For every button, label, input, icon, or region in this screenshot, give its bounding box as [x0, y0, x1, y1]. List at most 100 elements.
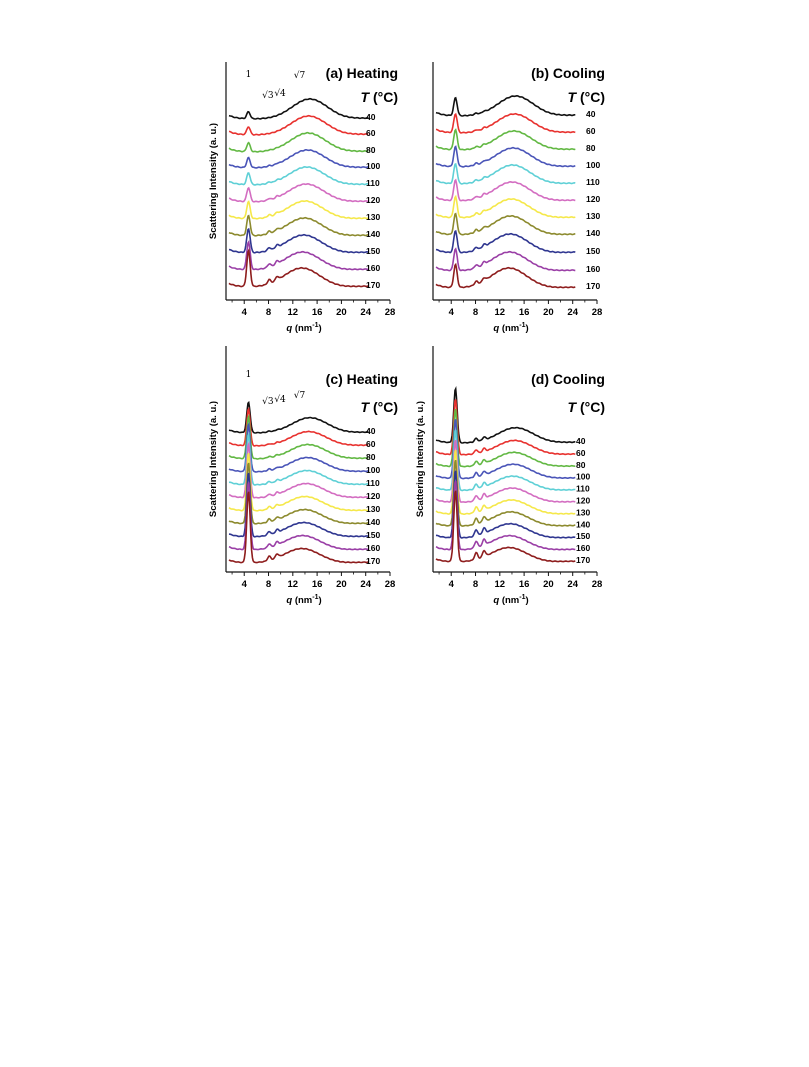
x-tick-label: 28 [592, 579, 603, 590]
x-tick-label: 20 [543, 307, 554, 318]
legend-title: T (°C) [568, 89, 606, 105]
series-line-140 [435, 459, 576, 527]
series-line-120 [228, 182, 369, 203]
series-line-80 [228, 131, 369, 153]
series-line-120 [435, 439, 576, 503]
series-label-140: 140 [586, 228, 600, 238]
series-line-170 [435, 262, 576, 289]
series-label-120: 120 [366, 491, 380, 501]
series-line-40 [435, 94, 576, 117]
series-line-40 [435, 386, 576, 444]
series-line-160 [435, 247, 576, 272]
series-label-60: 60 [366, 439, 376, 449]
series-label-100: 100 [366, 161, 380, 171]
panel-title: (d) Cooling [531, 371, 605, 387]
series-line-160 [435, 480, 576, 551]
x-axis-title: q (nm-1) [286, 594, 321, 606]
peak-index-label: √3 [262, 396, 274, 407]
series-label-140: 140 [576, 519, 590, 529]
peak-index-label: √3 [262, 90, 274, 101]
x-tick-label: 8 [473, 579, 478, 590]
x-tick-label: 20 [543, 579, 554, 590]
series-line-40 [228, 400, 369, 434]
y-axis-title: Scattering Intensity (a. u.) [208, 401, 219, 517]
legend-title: T (°C) [361, 399, 399, 415]
series-line-100 [228, 149, 369, 169]
x-tick-label: 24 [360, 307, 371, 318]
x-tick-label: 28 [385, 307, 396, 318]
series-line-150 [228, 472, 369, 538]
y-axis-title: Scattering Intensity (a. u.) [208, 123, 219, 239]
series-label-120: 120 [366, 195, 380, 205]
x-tick-label: 12 [495, 307, 506, 318]
series-label-150: 150 [586, 246, 600, 256]
series-label-110: 110 [586, 177, 600, 187]
series-label-160: 160 [586, 264, 600, 274]
x-axis-title: q (nm-1) [493, 322, 528, 334]
series-label-170: 170 [576, 555, 590, 565]
peak-index-label: √7 [294, 390, 306, 401]
series-label-160: 160 [366, 543, 380, 553]
legend-title: T (°C) [568, 399, 606, 415]
series-label-120: 120 [576, 496, 590, 506]
x-tick-label: 8 [473, 307, 478, 318]
series-label-40: 40 [586, 109, 596, 119]
series-line-80 [435, 128, 576, 151]
x-tick-label: 4 [449, 307, 455, 318]
series-label-150: 150 [576, 531, 590, 541]
series-label-100: 100 [576, 472, 590, 482]
series-line-80 [435, 408, 576, 468]
series-line-110 [228, 431, 369, 486]
series-label-110: 110 [366, 478, 380, 488]
series-line-120 [435, 178, 576, 202]
series-line-60 [435, 399, 576, 456]
series-label-60: 60 [366, 128, 376, 138]
series-line-120 [228, 440, 369, 499]
series-label-110: 110 [576, 484, 590, 494]
series-label-120: 120 [586, 194, 600, 204]
peak-index-label: 1 [246, 70, 252, 80]
series-line-100 [435, 419, 576, 480]
series-line-60 [435, 112, 576, 134]
peak-index-label: √4 [274, 394, 286, 405]
series-label-160: 160 [576, 543, 590, 553]
series-line-130 [228, 453, 369, 512]
series-label-110: 110 [366, 178, 380, 188]
series-label-60: 60 [576, 448, 586, 458]
x-tick-label: 20 [336, 579, 347, 590]
x-tick-label: 16 [312, 307, 323, 318]
series-label-170: 170 [366, 556, 380, 566]
series-line-160 [228, 482, 369, 551]
series-label-40: 40 [576, 436, 586, 446]
x-tick-label: 4 [242, 579, 248, 590]
series-label-130: 130 [586, 211, 600, 221]
x-tick-label: 4 [449, 579, 455, 590]
series-label-140: 140 [366, 229, 380, 239]
series-line-100 [228, 421, 369, 473]
series-line-110 [435, 162, 576, 185]
series-line-100 [435, 145, 576, 168]
series-line-130 [435, 449, 576, 515]
peak-index-label: 1 [246, 370, 252, 380]
series-label-100: 100 [366, 465, 380, 475]
series-label-140: 140 [366, 517, 380, 527]
series-line-160 [228, 239, 369, 271]
series-label-80: 80 [576, 460, 586, 470]
series-line-170 [228, 248, 369, 288]
x-tick-label: 28 [592, 307, 603, 318]
series-line-150 [435, 229, 576, 254]
series-label-40: 40 [366, 426, 376, 436]
series-line-40 [228, 97, 369, 120]
x-tick-label: 16 [519, 579, 530, 590]
series-label-130: 130 [366, 504, 380, 514]
x-tick-label: 20 [336, 307, 347, 318]
panel-a: 4 8 12 16 20 24 28 q (nm-1) Scattering Intensity… [208, 62, 398, 334]
series-line-140 [435, 212, 576, 236]
panel-title: (c) Heating [326, 371, 398, 387]
series-line-130 [435, 194, 576, 219]
series-label-100: 100 [586, 160, 600, 170]
series-line-60 [228, 406, 369, 447]
series-line-170 [435, 490, 576, 563]
series-label-40: 40 [366, 112, 376, 122]
series-line-150 [435, 470, 576, 539]
